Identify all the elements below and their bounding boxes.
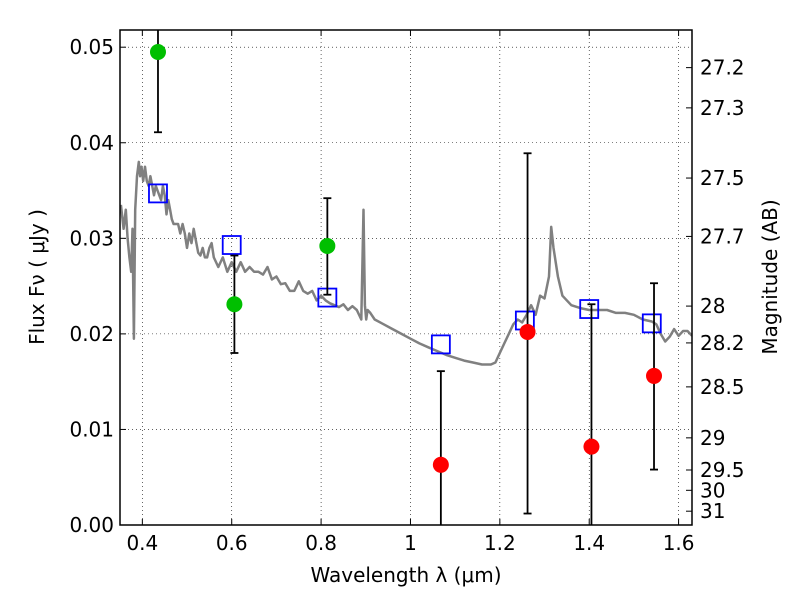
right-tick-label: 27.3 <box>700 96 745 120</box>
x-tick-label: 1.2 <box>484 531 516 555</box>
y-tick-label: 0.02 <box>69 322 114 346</box>
model-flux-square <box>148 183 168 204</box>
y-tick-label: 0.05 <box>69 35 114 59</box>
right-tick-label: 30 <box>700 478 725 502</box>
model-flux-square <box>221 235 242 255</box>
x-tick-label: 1.6 <box>663 531 695 555</box>
grid <box>120 30 692 526</box>
detection-point <box>226 296 243 313</box>
detection-point <box>149 43 166 60</box>
right-tick-label: 28.5 <box>700 375 745 399</box>
right-tick-label: 27.5 <box>700 166 745 190</box>
right-tick-label: 27.7 <box>700 224 745 248</box>
x-tick-label: 0.8 <box>305 531 337 555</box>
ticks: 0.4 0.6 0.8 1 1.2 1.4 1.6 0.00 0.01 0.02 0.03 0.04 0… <box>69 30 745 555</box>
upper-limit-point <box>519 323 536 340</box>
x-tick-label: 1.4 <box>573 531 605 555</box>
right-axis-label: Magnitude (AB) <box>758 199 782 354</box>
model-flux-square <box>641 313 662 334</box>
y-tick-label: 0.03 <box>69 226 114 250</box>
x-tick-label: 0.6 <box>216 531 248 555</box>
right-tick-label: 29 <box>700 426 725 450</box>
right-tick-label: 31 <box>700 499 725 523</box>
right-tick-label: 27.2 <box>700 56 745 80</box>
y-tick-label: 0.00 <box>69 513 114 537</box>
upper-limit-point <box>646 367 663 384</box>
x-tick-label: 0.4 <box>126 531 158 555</box>
y-axis-label: Flux Fν ( μJy ) <box>25 209 49 345</box>
y-tick-label: 0.01 <box>69 417 114 441</box>
upper-limit-point <box>432 456 449 473</box>
x-tick-label: 1 <box>404 531 417 555</box>
upper-limit-point <box>583 438 600 455</box>
detection-point <box>319 237 336 254</box>
right-tick-label: 28 <box>700 294 725 318</box>
x-axis-label: Wavelength λ (μm) <box>310 563 501 587</box>
axes-frame <box>119 29 693 526</box>
spectrum-line <box>120 160 692 366</box>
right-tick-label: 29.5 <box>700 458 745 482</box>
model-flux-square <box>430 334 451 355</box>
model-flux-square <box>579 299 600 319</box>
right-tick-label: 28.2 <box>700 331 745 355</box>
plot-area <box>120 30 692 525</box>
y-tick-label: 0.04 <box>69 131 114 155</box>
